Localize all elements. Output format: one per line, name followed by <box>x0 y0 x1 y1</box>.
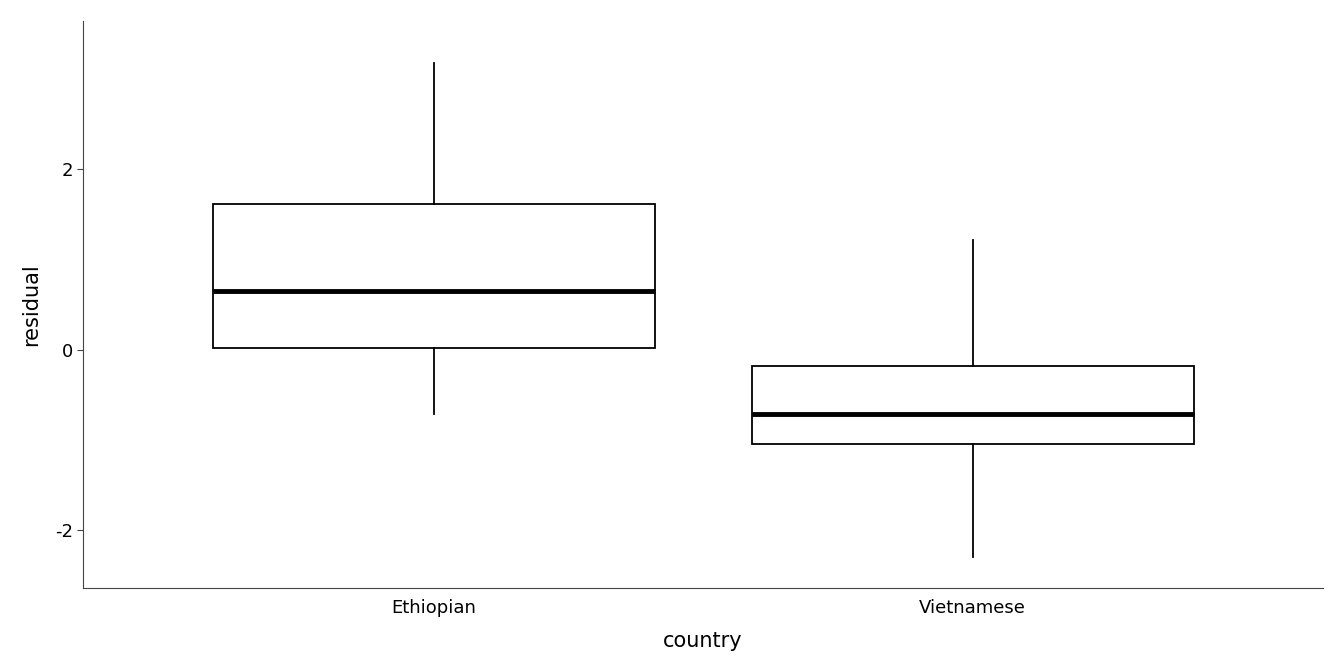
Bar <box>751 366 1193 444</box>
Y-axis label: residual: residual <box>22 263 40 346</box>
X-axis label: country: country <box>664 631 743 651</box>
Bar <box>212 204 655 347</box>
